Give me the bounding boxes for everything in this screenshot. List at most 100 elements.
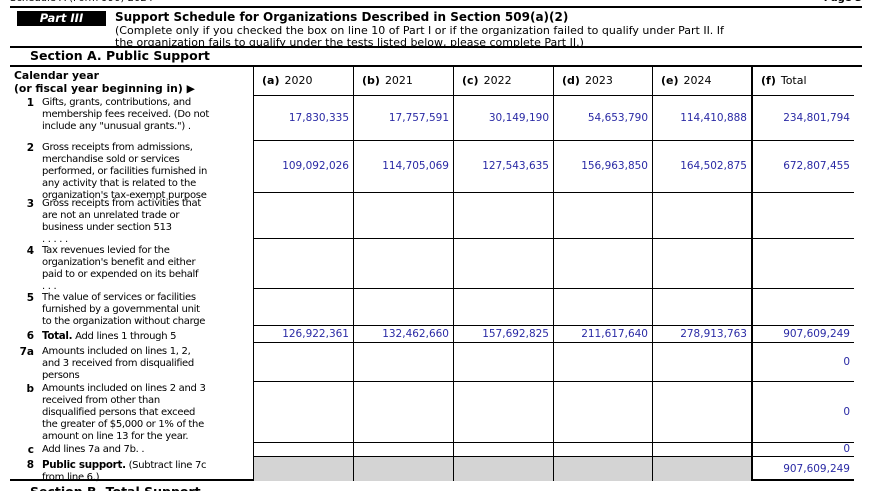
line-text: Gross receipts from admissions, merchand… (42, 141, 208, 202)
value-cell-7c-b (353, 442, 453, 457)
value-cell-7a-b (353, 342, 453, 382)
value-cell-3a (253, 192, 353, 239)
line-number: 1 (26, 96, 34, 109)
line-7b-label: b Amounts included on lines 2 and 3 rece… (10, 383, 253, 444)
support-schedule-table: Calendar year (or fiscal year beginning … (10, 66, 854, 484)
line-text: Total. Add lines 1 through 5 (42, 329, 177, 342)
value-cell-3d (553, 192, 652, 239)
value-cell-2f: 672,807,455 (751, 140, 854, 193)
value-cell-7c-a (253, 442, 353, 457)
part-iii-desc-line1: (Complete only if you checked the box on… (115, 24, 724, 37)
line-7c-label: c Add lines 7a and 7b. . (10, 444, 253, 456)
value-cell-7a-c (453, 342, 553, 382)
line-text: Amounts included on lines 2 and 3 receiv… (42, 382, 206, 443)
shaded-cell-8b (353, 456, 453, 481)
value-cell-5b (353, 288, 453, 326)
calendar-year-header: Calendar year (or fiscal year beginning … (14, 69, 195, 95)
value-cell-5e (652, 288, 751, 326)
shaded-cell-8e (652, 456, 751, 481)
total-cell-6f: 907,609,249 (751, 325, 854, 343)
value-cell-7b-e (652, 381, 751, 443)
value-cell-7c-e (652, 442, 751, 457)
value-cell-1e: 114,410,888 (652, 95, 751, 141)
value-cell-7c-d (553, 442, 652, 457)
total-cell-6d: 211,617,640 (553, 325, 652, 343)
line-6-label: 6 Total. Add lines 1 through 5 (10, 330, 253, 343)
part-iii-title: Support Schedule for Organizations Descr… (115, 10, 569, 24)
value-cell-7b-c (453, 381, 553, 443)
value-cell-3e (652, 192, 751, 239)
value-cell-1c: 30,149,190 (453, 95, 553, 141)
line-text: The value of services or facilities furn… (42, 291, 206, 327)
value-cell-1a: 17,830,335 (253, 95, 353, 141)
value-cell-5f (751, 288, 854, 326)
value-cell-5c (453, 288, 553, 326)
total-cell-6e: 278,913,763 (652, 325, 751, 343)
page-header-strip: Schedule A (Form 990) 2024 Page 3 (10, 0, 862, 8)
value-cell-2c: 127,543,635 (453, 140, 553, 193)
value-cell-7b-f: 0 (751, 381, 854, 443)
section-b-header-partial: Section B. Total Support (30, 483, 201, 491)
value-cell-1b: 17,757,591 (353, 95, 453, 141)
value-cell-2a: 109,092,026 (253, 140, 353, 193)
value-cell-5d (553, 288, 652, 326)
right-arrow-icon: ▶ (186, 81, 195, 95)
line-number: b (26, 382, 34, 395)
line-number: 6 (26, 329, 34, 342)
column-header-a: (a) 2020 (253, 66, 353, 96)
line-number: 8 (26, 458, 34, 471)
column-header-e: (e) 2024 (652, 66, 751, 96)
line-text: Amounts included on lines 1, 2, and 3 re… (42, 345, 194, 381)
page-number-partial: Page 3 (824, 0, 862, 4)
value-cell-7b-b (353, 381, 453, 443)
value-cell-3f (751, 192, 854, 239)
line-4-label: 4 Tax revenues levied for the organizati… (10, 245, 253, 294)
public-support-total-cell: 907,609,249 (751, 456, 854, 481)
value-cell-7a-d (553, 342, 652, 382)
value-cell-4a (253, 238, 353, 289)
line-8-label: 8 Public support. (Subtract line 7c from… (10, 459, 253, 484)
shaded-cell-8d (553, 456, 652, 481)
shaded-cell-8a (253, 456, 353, 481)
line-7a-label: 7a Amounts included on lines 1, 2, and 3… (10, 346, 253, 383)
value-cell-4e (652, 238, 751, 289)
value-cell-2d: 156,963,850 (553, 140, 652, 193)
value-cell-3c (453, 192, 553, 239)
value-cell-7a-a (253, 342, 353, 382)
line-5-label: 5 The value of services or facilities fu… (10, 292, 253, 329)
total-cell-6b: 132,462,660 (353, 325, 453, 343)
line-2-label: 2 Gross receipts from admissions, mercha… (10, 142, 253, 203)
value-cell-2e: 164,502,875 (652, 140, 751, 193)
line-number: 4 (26, 244, 34, 257)
column-header-f: (f) Total (751, 66, 854, 96)
total-cell-6a: 126,922,361 (253, 325, 353, 343)
line-number: 3 (26, 197, 34, 210)
value-cell-2b: 114,705,069 (353, 140, 453, 193)
value-cell-4d (553, 238, 652, 289)
shaded-cell-8c (453, 456, 553, 481)
calendar-year-line1: Calendar year (14, 68, 99, 82)
part-iii-desc-line2: the organization fails to qualify under … (115, 36, 584, 49)
value-cell-4c (453, 238, 553, 289)
value-cell-7b-a (253, 381, 353, 443)
line-number: 5 (26, 291, 34, 304)
value-cell-7c-f: 0 (751, 442, 854, 457)
value-cell-7a-e (652, 342, 751, 382)
line-number: c (27, 443, 34, 456)
column-header-d: (d) 2023 (553, 66, 652, 96)
line-text: Gross receipts from activities that are … (42, 197, 202, 246)
part-iii-tab: Part III (17, 11, 106, 26)
line-text: Gifts, grants, contributions, and member… (42, 96, 209, 132)
calendar-year-line2: (or fiscal year beginning in) (14, 81, 183, 95)
value-cell-7a-f: 0 (751, 342, 854, 382)
value-cell-4f (751, 238, 854, 289)
line-1-label: 1 Gifts, grants, contributions, and memb… (10, 97, 253, 134)
value-cell-7c-c (453, 442, 553, 457)
value-cell-4b (353, 238, 453, 289)
value-cell-1d: 54,653,790 (553, 95, 652, 141)
line-number: 2 (26, 141, 34, 154)
section-a-header: Section A. Public Support (10, 48, 862, 67)
line-number: 7a (19, 345, 34, 358)
column-header-b: (b) 2021 (353, 66, 453, 96)
